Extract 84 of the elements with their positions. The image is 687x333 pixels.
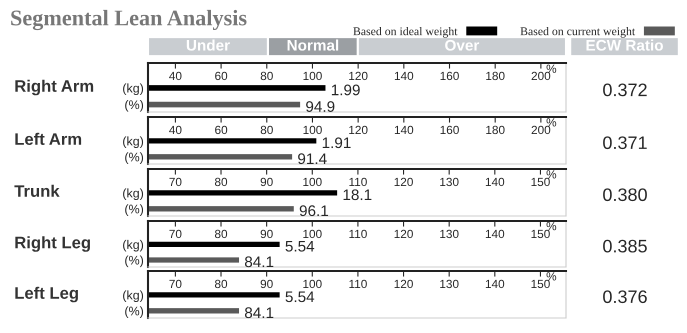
x-tick-label: 100 <box>304 126 322 134</box>
x-tick-label: 80 <box>214 178 228 186</box>
y-axis-title: Left Leg <box>15 286 78 302</box>
x-tick-label: 110 <box>349 280 367 288</box>
x-tick-label: 130 <box>440 230 459 238</box>
data-label: 84.1 <box>244 256 274 268</box>
x-tick-label: 140 <box>486 178 504 186</box>
text: 0.371 <box>603 136 647 150</box>
x-tick-label: 180 <box>486 72 505 80</box>
text: 0.385 <box>603 240 647 253</box>
x-axis-title: % <box>546 170 556 178</box>
x-tick-label: 100 <box>303 178 322 186</box>
legend-label: Based on ideal weight <box>353 26 458 38</box>
x-tick-label: 200 <box>532 126 550 134</box>
x-tick-label: 130 <box>440 280 459 288</box>
y-axis-title: Trunk <box>14 184 60 197</box>
x-axis-title: % <box>546 64 556 73</box>
x-tick-label: 80 <box>214 280 228 288</box>
x-tick-label: 160 <box>440 72 459 80</box>
x-tick-label: 140 <box>486 230 504 238</box>
y-tick-label: (kg) <box>123 240 144 252</box>
x-tick-label: 90 <box>260 230 273 238</box>
x-tick-label: 160 <box>440 126 459 134</box>
legend-label: Based on current weight <box>520 26 636 38</box>
x-tick-label: 140 <box>394 72 414 80</box>
x-tick-label: 80 <box>260 72 273 80</box>
x-tick-label: 90 <box>260 178 273 186</box>
y-tick-label: (%) <box>125 100 144 112</box>
x-tick-label: 110 <box>349 178 367 186</box>
x-tick-label: 150 <box>532 280 550 288</box>
annotation: 5.54 <box>286 292 314 302</box>
text: 0.372 <box>603 83 647 96</box>
x-tick-label: 100 <box>303 230 322 238</box>
x-tick-label: 70 <box>169 230 182 238</box>
x-axis-title: % <box>546 222 556 230</box>
annotation: 18.1 <box>344 189 372 200</box>
y-axis-title: Right Arm <box>15 80 94 96</box>
annotation: 5.54 <box>286 240 314 252</box>
x-tick-label: 200 <box>532 72 550 80</box>
x-tick-label: 60 <box>215 126 228 134</box>
x-tick-label: 70 <box>169 178 182 186</box>
y-tick-label: (kg) <box>123 188 144 200</box>
x-tick-label: 140 <box>394 126 414 134</box>
y-tick-label: (%) <box>125 306 144 318</box>
x-tick-label: 110 <box>349 230 367 238</box>
chart-title: Segmental Lean Analysis <box>11 10 247 30</box>
data-label: 91.4 <box>298 153 327 164</box>
x-tick-label: 120 <box>349 72 368 80</box>
x-tick-label: 70 <box>169 280 182 288</box>
x-axis-title: % <box>546 118 556 126</box>
x-tick-label: 100 <box>304 72 322 80</box>
y-tick-label: (kg) <box>123 83 144 96</box>
y-axis-title: Left Arm <box>15 132 82 145</box>
y-tick-label: (%) <box>125 152 144 164</box>
x-tick-label: 130 <box>440 178 459 186</box>
x-tick-label: 40 <box>169 126 182 134</box>
y-tick-label: (kg) <box>123 136 144 148</box>
annotation: 1.91 <box>322 137 351 148</box>
data-label: 94.9 <box>306 101 334 112</box>
x-tick-label: 120 <box>349 126 368 134</box>
y-tick-label: (%) <box>125 255 144 268</box>
text: 0.380 <box>603 188 647 202</box>
x-tick-label: 140 <box>486 280 504 288</box>
data-label: 96.1 <box>300 205 328 216</box>
x-tick-label: 120 <box>394 230 413 238</box>
x-tick-label: 80 <box>260 126 273 134</box>
x-tick-label: 150 <box>532 230 550 238</box>
y-axis-title: Right Leg <box>15 236 90 252</box>
x-axis-title: % <box>546 272 556 280</box>
y-tick-label: (kg) <box>123 290 144 302</box>
text: Normal <box>288 39 338 51</box>
x-tick-label: 90 <box>260 280 273 288</box>
annotation: 1.99 <box>332 84 360 96</box>
x-tick-label: 120 <box>394 280 413 288</box>
x-tick-label: 100 <box>303 280 322 288</box>
data-label: 84.1 <box>244 307 274 318</box>
x-tick-label: 40 <box>169 72 182 80</box>
x-tick-label: 60 <box>215 72 228 80</box>
y-tick-label: (%) <box>125 204 144 216</box>
x-tick-label: 150 <box>532 178 550 186</box>
text: 0.376 <box>603 290 647 304</box>
x-tick-label: 180 <box>486 126 505 134</box>
x-tick-label: 120 <box>394 178 413 186</box>
x-tick-label: 80 <box>214 230 228 238</box>
